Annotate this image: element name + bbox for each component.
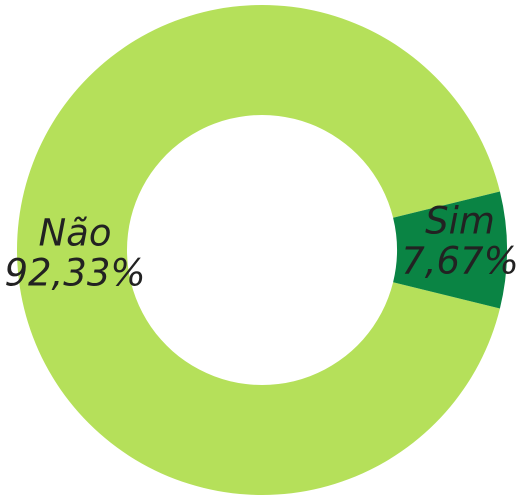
slice-value: 7,67% bbox=[401, 240, 517, 283]
slice-label: Sim bbox=[425, 200, 495, 243]
slice bbox=[16, 4, 500, 495]
slices bbox=[16, 4, 507, 495]
slice-value: 92,33% bbox=[4, 252, 145, 295]
slice-label: Não bbox=[39, 212, 112, 255]
slice bbox=[393, 191, 507, 309]
